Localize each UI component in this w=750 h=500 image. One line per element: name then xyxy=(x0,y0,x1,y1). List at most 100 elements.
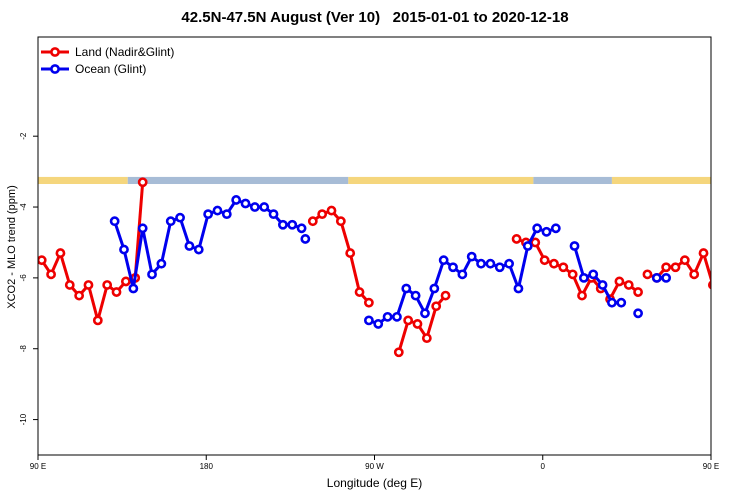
ocean-data-point xyxy=(109,216,120,227)
band-segment-ocean xyxy=(533,176,612,185)
ocean-data-point xyxy=(607,297,617,308)
land-data-point xyxy=(345,248,356,258)
ocean-data-point xyxy=(231,195,242,205)
land-series-line xyxy=(40,251,128,322)
ocean-data-point xyxy=(221,209,232,220)
ocean-data-point xyxy=(156,258,167,269)
legend: Land (Nadir&Glint) Ocean (Glint) xyxy=(41,45,174,76)
land-data-point xyxy=(707,280,711,290)
land-data-point xyxy=(633,287,643,297)
band-segment-land xyxy=(348,176,534,185)
ocean-data-point xyxy=(137,223,148,234)
land-data-point xyxy=(393,347,404,358)
land-data-point xyxy=(55,248,66,258)
ocean-data-point xyxy=(597,280,608,290)
land-series-line xyxy=(646,251,711,284)
ocean-data-point xyxy=(268,209,279,220)
land-data-point xyxy=(83,280,94,290)
ocean-data-point xyxy=(420,308,430,319)
land-data-point xyxy=(623,280,634,290)
ocean-data-point xyxy=(616,297,627,308)
land-data-point xyxy=(354,287,365,297)
land-data-point xyxy=(539,255,550,266)
land-data-point xyxy=(549,258,559,269)
ocean-data-point xyxy=(661,272,672,283)
land-data-point xyxy=(558,262,569,273)
land-data-point xyxy=(689,269,700,280)
y-tick-label: -2 xyxy=(19,132,28,140)
ocean-data-point xyxy=(119,244,129,255)
land-data-point xyxy=(74,290,85,301)
ocean-data-point xyxy=(466,251,477,262)
land-data-point xyxy=(326,205,337,216)
ocean-data-point xyxy=(300,234,311,244)
land-data-point xyxy=(335,216,346,227)
land-data-point xyxy=(567,269,578,280)
land-data-point xyxy=(120,276,131,287)
ocean-data-point xyxy=(382,311,393,322)
land-data-point xyxy=(403,315,414,326)
x-tick-label: 180 xyxy=(200,462,214,471)
land-series-line xyxy=(608,279,640,300)
land-data-point xyxy=(412,319,423,329)
ocean-data-point xyxy=(550,223,561,234)
land-data-point xyxy=(670,262,681,273)
ocean-data-point xyxy=(193,244,204,255)
ocean-data-point xyxy=(485,258,496,269)
legend-marker-ocean xyxy=(50,64,60,74)
ocean-data-point xyxy=(569,241,580,251)
ocean-data-point xyxy=(259,202,270,212)
ocean-data-point xyxy=(373,319,384,329)
ocean-data-point xyxy=(392,311,402,322)
ocean-data-point xyxy=(747,285,750,292)
band-segment-ocean xyxy=(127,176,349,185)
ocean-data-point xyxy=(651,272,662,283)
ocean-data-point xyxy=(410,290,421,301)
land-data-point xyxy=(102,280,113,290)
ocean-data-point xyxy=(249,202,260,212)
y-tick-label: -8 xyxy=(19,345,28,353)
y-axis: -2 -4 -6 -8 -10 xyxy=(19,132,38,425)
land-data-point xyxy=(137,177,148,188)
ocean-data-point xyxy=(513,283,524,294)
land-data-point xyxy=(511,234,522,244)
land-data-point xyxy=(431,301,442,312)
land-data-point xyxy=(530,237,541,248)
y-tick-label: -10 xyxy=(19,413,28,425)
ocean-data-point xyxy=(363,315,374,326)
land-data-point xyxy=(307,216,318,227)
ocean-data-point xyxy=(588,269,599,280)
ocean-data-point xyxy=(522,241,533,251)
ocean-data-point xyxy=(277,219,288,230)
land-data-point xyxy=(747,281,750,288)
ocean-data-point xyxy=(578,272,589,283)
ocean-data-point xyxy=(504,258,514,269)
ocean-data-point xyxy=(401,283,412,294)
land-data-point xyxy=(577,290,587,301)
ocean-data-point xyxy=(457,269,468,280)
land-data-point xyxy=(64,280,75,290)
ocean-data-point xyxy=(532,223,543,234)
x-axis-label: Longitude (deg E) xyxy=(326,476,423,490)
x-tick-label: 90 W xyxy=(365,462,384,471)
x-tick-label: 0 xyxy=(541,462,546,471)
ocean-data-point xyxy=(633,308,643,319)
x-axis: 90 E 180 90 W 0 90 E xyxy=(30,455,719,471)
legend-label-ocean: Ocean (Glint) xyxy=(75,62,146,76)
ocean-data-point xyxy=(494,262,505,273)
ocean-data-point xyxy=(240,198,251,209)
land-data-point xyxy=(679,255,690,266)
legend-marker-land xyxy=(50,47,60,57)
y-axis-label: XCO2 - MLO trend (ppm) xyxy=(6,185,18,309)
x-tick-label: 90 E xyxy=(703,462,719,471)
land-data-point xyxy=(719,292,726,299)
land-data-point xyxy=(317,209,328,220)
ocean-data-point xyxy=(737,246,744,253)
ocean-data-point xyxy=(212,205,223,216)
land-data-point xyxy=(642,269,653,280)
land-data-point xyxy=(111,287,122,297)
land-data-point xyxy=(728,278,735,285)
land-data-point xyxy=(698,248,709,258)
ocean-data-point xyxy=(438,255,449,266)
land-ocean-band xyxy=(38,176,711,185)
